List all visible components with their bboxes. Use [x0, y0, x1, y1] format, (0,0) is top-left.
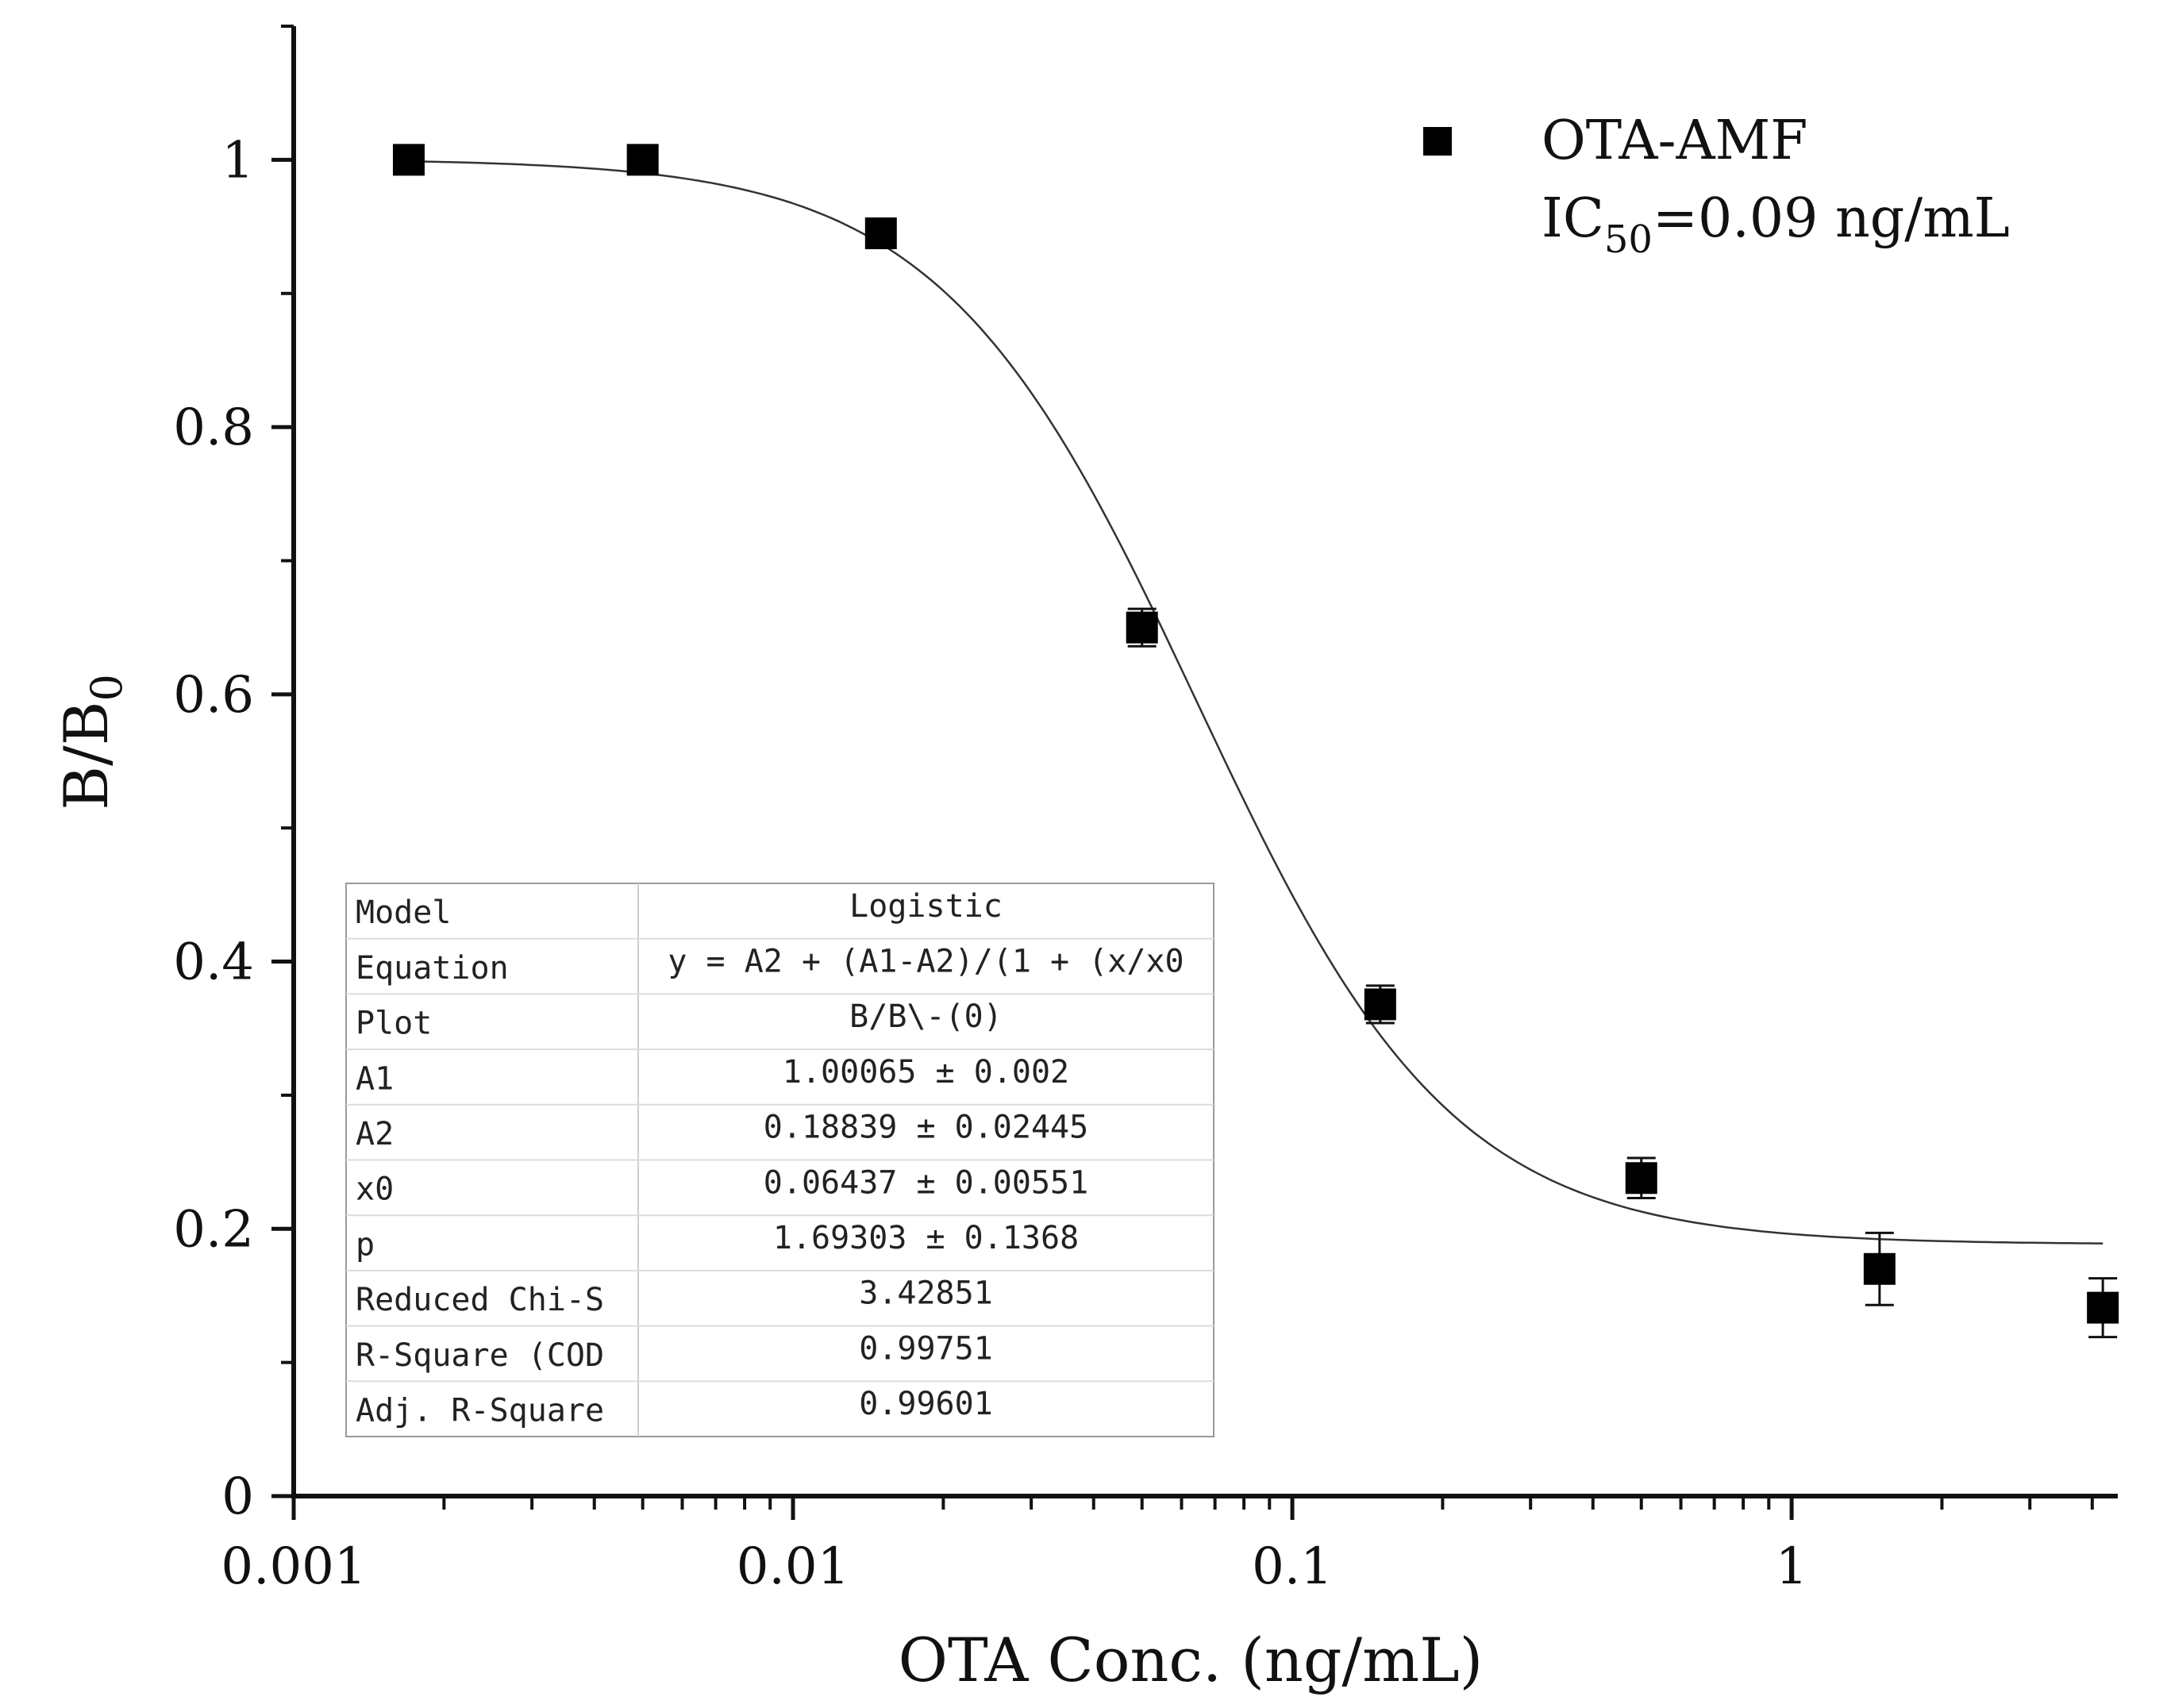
fit-table: Model Logistic Equation y = A2 + (A1-A2)/(1… [345, 883, 1214, 1437]
data-marker-square [1126, 611, 1158, 644]
fit-table-param-label: R-Square (COD [356, 1337, 604, 1374]
axes: 0 0.2 0.4 0.6 0.8 1 0.001 0.01 0.1 1 [173, 25, 2118, 1596]
data-point [392, 144, 425, 176]
data-point [864, 217, 897, 249]
legend-marker-square [1423, 127, 1452, 156]
y-tick-label: 0 [221, 1468, 254, 1526]
data-marker-square [2087, 1291, 2119, 1324]
y-tick-label: 0.4 [173, 933, 254, 992]
data-marker-square [626, 144, 659, 176]
legend-ic50-prefix: IC [1542, 187, 1604, 250]
fit-curve-layer [408, 160, 2103, 1244]
fit-table-param-value: 0.99601 [859, 1386, 993, 1422]
y-tick-label: 0.8 [173, 398, 254, 457]
fit-table-param-label: A2 [356, 1116, 394, 1152]
fit-table-param-value: 1.69303 ± 0.1368 [773, 1220, 1079, 1256]
fit-table-param-label: Model [356, 894, 451, 931]
fit-table-param-value: 0.18839 ± 0.02445 [764, 1110, 1088, 1146]
fit-table-param-value: y = A2 + (A1-A2)/(1 + (x/x0 [668, 944, 1184, 980]
fit-table-param-value: 0.06437 ± 0.00551 [764, 1164, 1088, 1201]
x-axis-title: OTA Conc. (ng/mL) [899, 1625, 1484, 1695]
legend: OTA-AMF IC50=0.09 ng/mL [1423, 110, 2010, 262]
legend-ic50-subscript: 50 [1604, 217, 1653, 262]
fit-table-param-value: Logistic [849, 888, 1003, 925]
fit-table-param-value: 3.42851 [859, 1275, 993, 1312]
data-marker-square [1625, 1162, 1657, 1194]
fit-curve [408, 160, 2103, 1244]
data-point [2087, 1277, 2119, 1339]
data-point [1863, 1231, 1896, 1306]
fit-table-param-label: Adj. R-Square [356, 1392, 604, 1429]
points-layer [392, 144, 2119, 1339]
x-tick-label: 0.01 [737, 1537, 850, 1596]
fit-table-param-value: B/B\-(0) [849, 998, 1003, 1035]
data-point [1364, 984, 1396, 1025]
fit-table-param-label: x0 [356, 1171, 394, 1208]
fit-table-param-label: p [356, 1226, 375, 1263]
fit-table-param-label: A1 [356, 1060, 394, 1097]
data-marker-square [864, 217, 897, 249]
fit-table-param-value: 1.00065 ± 0.002 [783, 1054, 1069, 1091]
data-point [626, 144, 659, 176]
data-point [1126, 607, 1158, 648]
fit-table-param-label: Reduced Chi-S [356, 1282, 604, 1318]
y-axis-title: B/B0 [51, 674, 132, 810]
fit-table-param-label: Equation [356, 950, 509, 987]
fit-table-param-value: 0.99751 [859, 1330, 993, 1367]
fit-table-param-label: Plot [356, 1006, 432, 1042]
data-marker-square [392, 144, 425, 176]
y-tick-label: 1 [221, 131, 254, 190]
y-tick-label: 0.6 [173, 666, 254, 725]
legend-ic50-value: =0.09 ng/mL [1653, 187, 2010, 250]
data-marker-square [1863, 1252, 1896, 1285]
legend-label: OTA-AMF [1542, 110, 1807, 172]
y-tick-label: 0.2 [173, 1200, 254, 1259]
y-axis-title-base: B/B [51, 702, 121, 810]
y-axis-title-subscript: 0 [82, 674, 132, 701]
x-tick-label: 1 [1776, 1537, 1808, 1596]
data-marker-square [1364, 988, 1396, 1021]
x-tick-label: 0.1 [1252, 1537, 1333, 1596]
data-point [1625, 1156, 1657, 1200]
x-tick-label: 0.001 [221, 1537, 366, 1596]
legend-ic50: IC50=0.09 ng/mL [1542, 187, 2010, 262]
